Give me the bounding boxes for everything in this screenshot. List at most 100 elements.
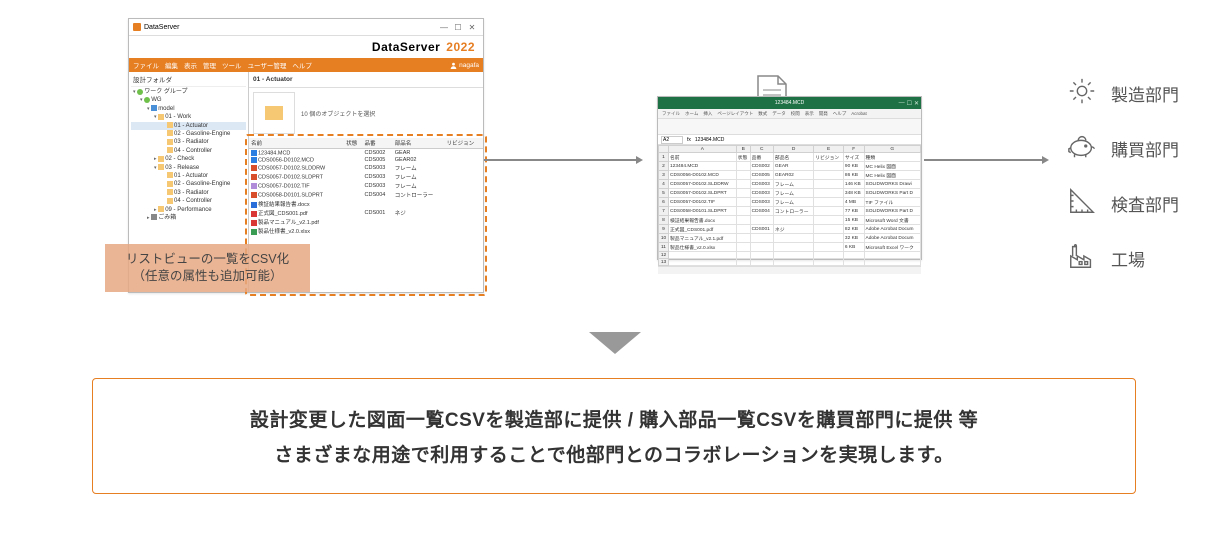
table-row[interactable]: CDS0057-D0102.SLDPRTCDS003フレーム [249,173,483,182]
tree-node[interactable]: ▾ 03 - Release [131,164,246,172]
tree-node[interactable]: ▸ ごみ箱 [131,214,246,222]
xl-row-num[interactable]: 1 [659,153,669,162]
xl-max[interactable]: ☐ [907,100,912,107]
tree-node[interactable]: ▾ ワーク グループ [131,88,246,96]
dept-item: 購買部門 [1067,131,1179,166]
xl-row[interactable]: 9正式図_CDS001.pdfCDS001ネジ82 KBAdobe Acroba… [659,225,921,234]
table-row[interactable]: 正式図_CDS001.pdfCDS001ネジ [249,209,483,218]
xl-cellref[interactable]: A2 [661,136,683,144]
xl-col-letter[interactable] [659,146,669,153]
tree-node[interactable]: ▾ model [131,105,246,113]
menu-item[interactable]: ファイル [133,60,159,70]
arrow-2-head [1042,156,1049,164]
file-list: 名前状態品番部品名リビジョン123484.MCDCDS002GEARCDS005… [249,138,483,236]
user-label[interactable]: nagafa [450,62,479,69]
tree-node[interactable]: ▾ WG [131,96,246,104]
xl-col-letter[interactable]: F [843,146,864,153]
xl-row[interactable]: 3CDS0056-D0102.MCDCDS005GEAR0286 KBMC He… [659,171,921,180]
xl-col-letter[interactable]: D [773,146,813,153]
xl-cell[interactable]: 品番 [750,153,773,162]
table-row[interactable]: CDS0057-D0102.SLDDRWCDS003フレーム [249,164,483,173]
ds-title: DataServer [144,24,179,31]
col-header[interactable]: 状態 [344,138,362,149]
xl-grid[interactable]: ABCDEFG 1名前状態品番部品名リビジョンサイズ種類2123484.MCDCD… [658,145,921,266]
dept-label: 検査部門 [1111,191,1179,216]
xl-col-letter[interactable]: E [814,146,844,153]
xl-row[interactable]: 6CDS0057-D0102.TIFCDS003フレーム4 MBTIF ファイル [659,198,921,207]
ribbon-tab[interactable]: ホーム [685,111,698,117]
ribbon-tab[interactable]: 数式 [758,111,767,117]
maximize-button[interactable]: ☐ [451,23,465,32]
xl-row[interactable]: 11製品仕様書_v2.0.xlsx6 KBMicrosoft Excel ワーク [659,243,921,252]
xl-row[interactable]: 12 [659,252,921,259]
tree-node[interactable]: ▾ 01 - Work [131,113,246,121]
tree-node[interactable]: 01 - Actuator [131,172,246,180]
app-icon [133,23,141,31]
menu-item[interactable]: ツール [222,60,242,70]
dept-item: 工場 [1067,241,1179,276]
xl-row[interactable]: 7CDS0058-D0101.SLDPRTCDS004コントローラー77 KBS… [659,207,921,216]
down-triangle [589,332,641,354]
xl-row[interactable]: 10製品マニュアル_v2.1.pdf32 KBAdobe Acrobat Doc… [659,234,921,243]
xl-col-letter[interactable]: C [750,146,773,153]
xl-col-letter[interactable]: G [864,146,920,153]
col-header[interactable]: リビジョン [445,138,483,149]
tree-node[interactable]: 04 - Controller [131,197,246,205]
tree-node[interactable]: 01 - Actuator [131,122,246,130]
menu-item[interactable]: ユーザー管理 [248,60,287,70]
ribbon-tab[interactable]: データ [772,111,786,117]
tree-node[interactable]: 04 - Controller [131,147,246,155]
xl-cell[interactable]: リビジョン [814,153,844,162]
tree-node[interactable]: 03 - Radiator [131,189,246,197]
xl-row[interactable]: 13 [659,259,921,266]
col-header[interactable]: 名前 [249,138,344,149]
xl-cell[interactable]: 部品名 [773,153,813,162]
xl-close[interactable]: ✕ [914,100,919,107]
table-row[interactable]: 検証結果報告書.docx [249,200,483,209]
thumb-area: 10 個のオブジェクトを選択 [249,88,483,138]
ribbon-tab[interactable]: Acrobat [851,111,867,116]
ribbon-tab[interactable]: ヘルプ [833,111,847,117]
xl-cell[interactable]: 名前 [669,153,737,162]
table-row[interactable]: CDS0058-D0101.SLDPRTCDS004コントローラー [249,191,483,200]
ds-menu: ファイル編集表示管理ツールユーザー管理ヘルプ nagafa [129,58,483,72]
tree-node[interactable]: 03 - Radiator [131,138,246,146]
xl-col-letter[interactable]: B [736,146,750,153]
xl-col-letter[interactable]: A [669,146,737,153]
menu-item[interactable]: 表示 [184,60,197,70]
xl-row[interactable]: 8検証結果報告書.docx15 KBMicrosoft Word 文書 [659,216,921,225]
table-row[interactable]: 123484.MCDCDS002GEAR [249,149,483,157]
xl-row[interactable]: 2123484.MCDCDS002GEAR90 KBMC Helix 図面 [659,162,921,171]
ribbon-tab[interactable]: 挿入 [703,111,712,117]
ribbon-tab[interactable]: ページレイアウト [717,111,753,117]
tree-node[interactable]: ▸ 09 - Performance [131,206,246,214]
close-button[interactable]: ✕ [465,23,479,32]
xl-fx-value[interactable]: 123484.MCD [695,137,724,143]
tree-node[interactable]: ▸ 02 - Check [131,155,246,163]
xl-ribbon: ファイルホーム挿入ページレイアウト数式データ校閲表示開発ヘルプ Acrobat [658,109,921,119]
tree-node[interactable]: 02 - Gasoline-Engine [131,130,246,138]
tree-node[interactable]: 02 - Gasoline-Engine [131,180,246,188]
table-row[interactable]: CDS0056-D0102.MCDCDS005GEAR02 [249,156,483,163]
table-row[interactable]: CDS0057-D0102.TIFCDS003フレーム [249,182,483,191]
xl-cell[interactable]: 状態 [736,153,750,162]
xl-cell[interactable]: 種類 [864,153,920,162]
xl-cell[interactable]: サイズ [843,153,864,162]
menu-item[interactable]: 管理 [203,60,216,70]
table-row[interactable]: 製品仕様書_v2.0.xlsx [249,227,483,236]
menu-item[interactable]: 編集 [165,60,178,70]
ribbon-tab[interactable]: 校閲 [791,111,800,117]
minimize-button[interactable]: — [437,23,451,32]
table-row[interactable]: 製品マニュアル_v2.1.pdf [249,218,483,227]
dept-item: 検査部門 [1067,186,1179,221]
ribbon-tab[interactable]: 表示 [805,111,814,117]
xl-row[interactable]: 5CDS0057-D0102.SLDPRTCDS003フレーム348 KBSOL… [659,189,921,198]
col-header[interactable]: 部品名 [393,138,445,149]
xl-row[interactable]: 4CDS0057-D0102.SLDDRWCDS003フレーム146 KBSOL… [659,180,921,189]
ds-path: 01 - Actuator [249,72,483,88]
ribbon-tab[interactable]: ファイル [662,111,680,117]
col-header[interactable]: 品番 [363,138,393,149]
xl-min[interactable]: — [899,100,905,107]
ribbon-tab[interactable]: 開発 [819,111,828,117]
menu-item[interactable]: ヘルプ [292,60,312,70]
